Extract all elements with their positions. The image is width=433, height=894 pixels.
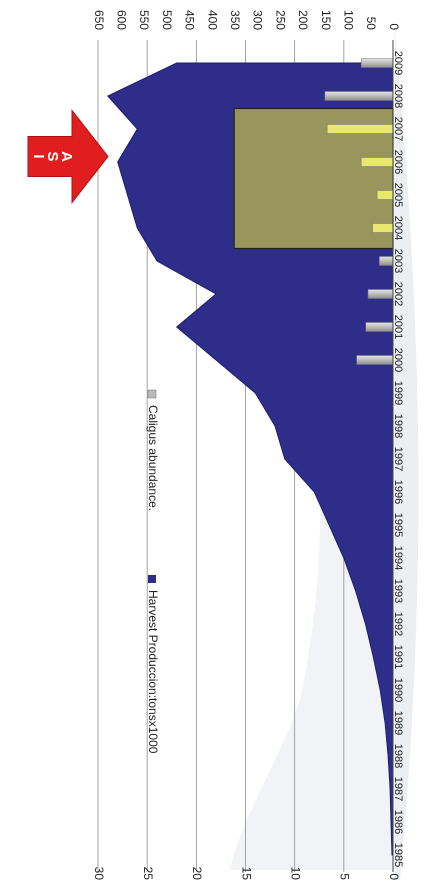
category-label: 1998 [392,414,404,438]
category-label: 2000 [392,348,404,372]
category-label: 1985 [392,843,404,867]
left-axis-tick-label: 0 [387,873,401,880]
category-label: 2004 [392,216,404,240]
left-axis-tick-label: 15 [239,867,253,881]
caligus-bar [377,191,393,200]
right-axis-tick-label: 0 [387,23,401,30]
caligus-bar [368,290,393,299]
category-label: 1986 [392,810,404,834]
right-axis-tick-label: 100 [341,10,355,30]
category-label: 2007 [392,117,404,141]
category-label: 2002 [392,282,404,306]
category-label: 1991 [392,645,404,669]
legend-label-harvest: Harvest Produccion:tonsx1000 [146,590,160,754]
left-axis-tick-label: 30 [92,867,106,881]
category-label: 2005 [392,183,404,207]
caligus-bar [366,323,393,332]
caligus-bar [325,92,393,101]
right-axis-tick-label: 350 [228,10,242,30]
right-axis-tick-label: 250 [273,10,287,30]
category-label: 2008 [392,84,404,108]
right-axis-tick-label: 450 [183,10,197,30]
category-label: 2009 [392,51,404,75]
category-label: 1987 [392,777,404,801]
left-axis-tick-label: 25 [141,867,155,881]
annotation-letter: A [58,151,75,162]
right-axis-tick-label: 200 [296,10,310,30]
caligus-bar [373,224,393,233]
left-axis-tick-label: 5 [338,873,352,880]
category-label: 2006 [392,150,404,174]
right-axis-tick-label: 600 [115,10,129,30]
legend-label-caligus: Caligus abundance. [146,405,160,511]
category-label: 1994 [392,546,404,570]
category-label: 1988 [392,744,404,768]
right-axis-tick-label: 650 [92,10,106,30]
left-axis-tick-label: 10 [288,867,302,881]
caligus-bar [357,356,393,365]
right-axis-tick-label: 500 [160,10,174,30]
right-axis-tick-label: 300 [251,10,265,30]
caligus-bar [361,158,393,167]
category-label: 1989 [392,711,404,735]
category-label: 2001 [392,315,404,339]
caligus-bar [327,125,393,134]
right-axis-tick-label: 550 [137,10,151,30]
category-label: 1993 [392,579,404,603]
category-label: 1990 [392,678,404,702]
legend-swatch-harvest [148,575,156,583]
category-label: 2003 [392,249,404,273]
category-label: 1996 [392,480,404,504]
caligus-bar [379,257,393,266]
right-axis-tick-label: 400 [205,10,219,30]
caligus-bar [361,59,393,68]
category-label: 1992 [392,612,404,636]
category-label: 1997 [392,447,404,471]
legend-swatch-caligus [148,390,156,398]
right-axis-tick-label: 150 [319,10,333,30]
category-label: 1999 [392,381,404,405]
left-axis-tick-label: 20 [190,867,204,881]
right-axis-tick-label: 50 [364,17,378,31]
category-label: 1995 [392,513,404,537]
